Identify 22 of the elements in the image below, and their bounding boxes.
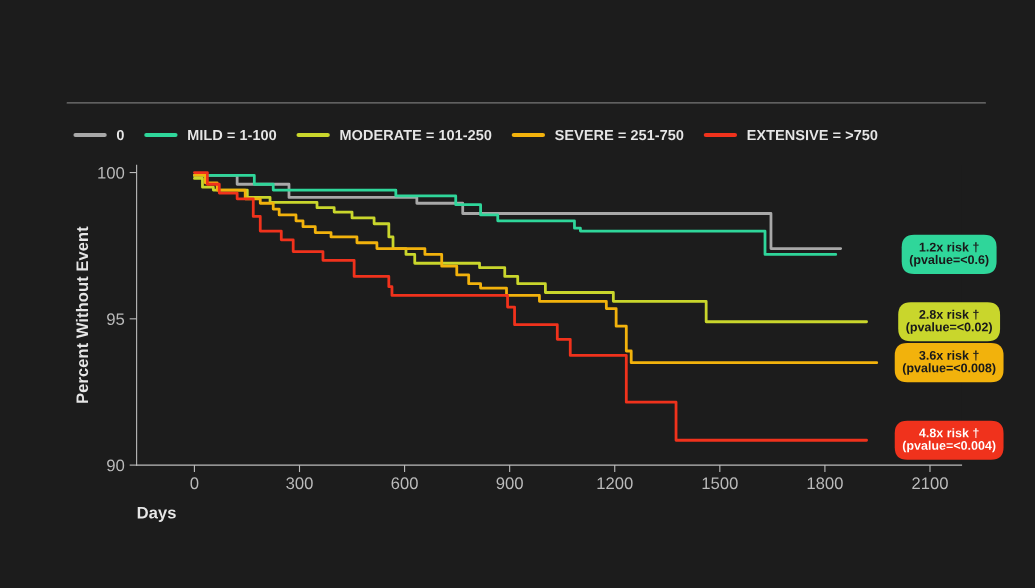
x-tick-label: 1200: [597, 477, 633, 490]
annotation: 1.2x risk † (pvalue=<0.6): [909, 242, 989, 267]
annotation: 3.6x risk † (pvalue=<0.008): [902, 350, 996, 375]
y-axis-title: Percent Without Event: [75, 226, 89, 403]
x-tick-label: 1500: [702, 477, 738, 490]
x-tick-label: 900: [496, 477, 523, 490]
x-tick-label: 600: [391, 477, 418, 490]
legend-label: MILD = 1-100: [188, 129, 277, 141]
legend-label: 0: [116, 129, 124, 141]
legend-label: SEVERE = 251-750: [555, 129, 684, 141]
x-tick-label: 1800: [807, 477, 843, 490]
annotation: 4.8x risk † (pvalue=<0.004): [902, 428, 996, 453]
x-axis-title: Days: [137, 506, 176, 522]
x-tick-label: 2100: [912, 477, 948, 490]
y-tick-label: 100: [98, 166, 125, 179]
x-tick-label: 0: [190, 477, 199, 490]
annotation: 2.8x risk † (pvalue=<0.02): [906, 309, 992, 334]
legend-label: EXTENSIVE = >750: [747, 129, 878, 141]
x-tick-label: 300: [286, 477, 313, 490]
y-tick-label: 95: [107, 313, 125, 326]
y-tick-label: 90: [107, 459, 125, 472]
legend-label: MODERATE = 101-250: [340, 129, 492, 141]
